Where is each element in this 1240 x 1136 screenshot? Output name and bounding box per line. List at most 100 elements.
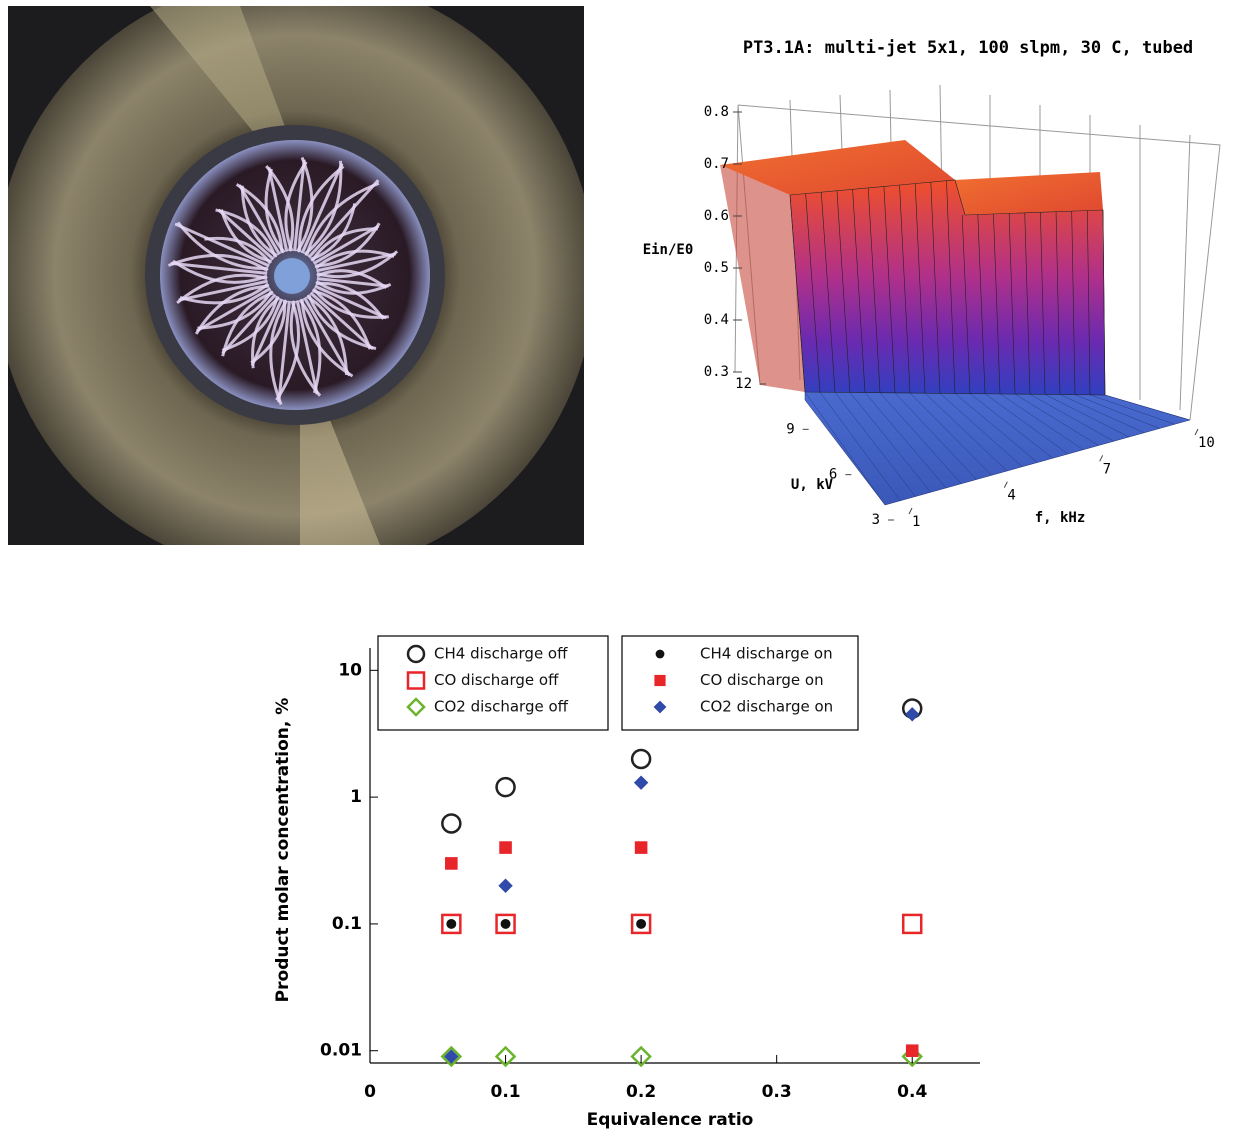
- x-tick-label: 0.2: [626, 1082, 656, 1102]
- surface-mesh: [1071, 211, 1076, 395]
- surface-mesh: [805, 193, 821, 393]
- surface-chart: PT3.1A: multi-jet 5x1, 100 slpm, 30 C, t…: [643, 38, 1221, 530]
- surface-mesh: [1104, 394, 1191, 421]
- streamer: [295, 156, 314, 253]
- marker: [630, 1045, 652, 1068]
- streamer: [217, 208, 275, 261]
- legend-label: CH4 discharge off: [434, 645, 568, 663]
- y-axis-label: U, kV: [791, 477, 834, 493]
- marker: [499, 841, 512, 854]
- y-tick-label: 9: [786, 421, 794, 437]
- x-tick: [1194, 428, 1199, 436]
- x-tick-label: 0.1: [490, 1082, 520, 1102]
- marker: [498, 878, 513, 893]
- surface-mesh: [939, 393, 1023, 467]
- streamer: [305, 181, 380, 257]
- surface-mesh: [864, 392, 947, 489]
- y-tick-label: 0.1: [332, 914, 362, 934]
- streamer: [240, 185, 279, 258]
- surface-mesh: [1087, 210, 1091, 395]
- surface-mesh: [954, 393, 1038, 463]
- streamer: [219, 209, 273, 263]
- marker: [444, 1049, 459, 1064]
- marker: [445, 857, 458, 870]
- streamer: [238, 184, 281, 256]
- streamer: [235, 183, 284, 254]
- z-tick-label: 0.5: [704, 260, 729, 276]
- surface-mesh: [1008, 213, 1016, 395]
- x-axis-label: f, kHz: [1035, 510, 1086, 526]
- surface-mesh: [867, 187, 881, 393]
- marker: [654, 674, 666, 687]
- streamer: [178, 279, 268, 302]
- streamer: [309, 291, 375, 351]
- marker: [446, 918, 457, 929]
- legend-label: CO2 discharge off: [434, 698, 569, 716]
- z-tick-label: 0.7: [704, 156, 729, 172]
- streamer: [310, 227, 378, 263]
- y-tick-label: 10: [338, 660, 362, 680]
- marker: [901, 913, 923, 935]
- surface-mesh: [1089, 394, 1175, 425]
- marker: [494, 1045, 517, 1068]
- surface-mesh: [1059, 394, 1145, 433]
- surface-floor: [804, 389, 1191, 506]
- streamer: [307, 179, 380, 259]
- x-tick-label: 7: [1103, 461, 1111, 477]
- streamer: [197, 289, 274, 330]
- streamer: [176, 273, 268, 305]
- streamer: [167, 253, 269, 273]
- x-tick-label: 0.4: [897, 1082, 927, 1102]
- z-axis-label: Ein/E0: [643, 242, 694, 258]
- surface-mesh: [999, 393, 1084, 450]
- surface-mesh: [879, 392, 962, 484]
- streamer: [269, 299, 289, 406]
- streamer: [221, 293, 277, 355]
- legend-label: CO discharge on: [700, 671, 824, 689]
- z-tick-label: 0.8: [704, 104, 729, 120]
- surface-mesh: [1024, 212, 1031, 395]
- legend-label: CO discharge off: [434, 671, 559, 689]
- streamer: [314, 222, 381, 268]
- marker: [500, 918, 511, 929]
- surface-top: [720, 140, 955, 195]
- streamer: [315, 279, 392, 295]
- streamer: [303, 296, 351, 377]
- marker: [636, 918, 647, 929]
- legend-label: CH4 discharge on: [700, 645, 833, 663]
- chart-title: PT3.1A: multi-jet 5x1, 100 slpm, 30 C, t…: [743, 38, 1193, 58]
- marker: [633, 775, 649, 790]
- streamer: [172, 259, 268, 284]
- surface-mesh: [984, 393, 1069, 455]
- surface-mesh: [993, 213, 1001, 394]
- streamer: [295, 300, 319, 395]
- surface-mesh: [1044, 394, 1130, 438]
- x-tick-label: 0: [364, 1082, 376, 1102]
- streamer: [311, 289, 372, 350]
- streamer: [298, 165, 345, 253]
- y-tick-label: 3: [872, 512, 880, 528]
- surface-side: [720, 165, 805, 392]
- streamer: [267, 167, 289, 252]
- streamer: [275, 300, 301, 401]
- y-tick-label: 1: [350, 787, 362, 807]
- streamer: [170, 261, 268, 275]
- marker: [655, 649, 665, 659]
- x-tick: [1099, 455, 1104, 462]
- marker: [630, 913, 652, 935]
- z-tick-label: 0.6: [704, 208, 729, 224]
- streamer: [221, 295, 279, 352]
- streamer: [298, 298, 322, 394]
- streamer: [284, 161, 308, 252]
- marker: [495, 776, 516, 798]
- x-tick-label: 10: [1198, 435, 1215, 451]
- surface-mesh: [1102, 210, 1106, 396]
- surface-mesh: [819, 392, 901, 501]
- x-tick: [1003, 481, 1008, 488]
- x-axis-label: Equivalence ratio: [587, 1110, 754, 1130]
- surface-mesh: [1055, 211, 1061, 395]
- streamer: [264, 168, 286, 254]
- streamer: [250, 299, 287, 365]
- streamer: [314, 284, 387, 320]
- streamer: [307, 294, 377, 351]
